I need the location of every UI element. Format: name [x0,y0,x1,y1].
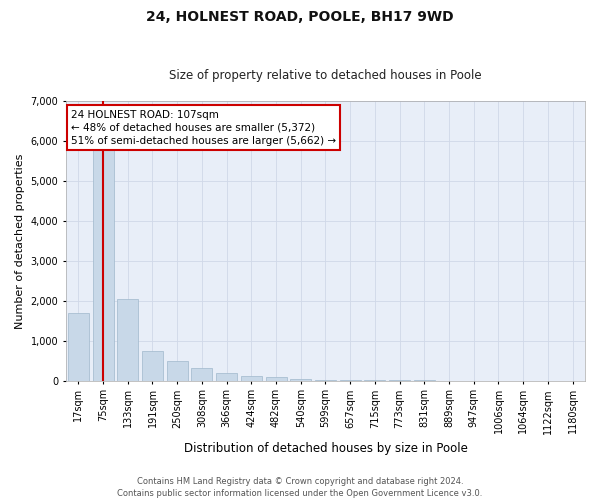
Y-axis label: Number of detached properties: Number of detached properties [15,153,25,328]
Bar [167,362,188,380]
Text: Contains HM Land Registry data © Crown copyright and database right 2024.
Contai: Contains HM Land Registry data © Crown c… [118,476,482,498]
Bar [266,378,287,380]
Title: Size of property relative to detached houses in Poole: Size of property relative to detached ho… [169,69,482,82]
Bar [216,372,237,380]
Bar [241,376,262,380]
Bar [191,368,212,380]
Text: 24 HOLNEST ROAD: 107sqm
← 48% of detached houses are smaller (5,372)
51% of semi: 24 HOLNEST ROAD: 107sqm ← 48% of detache… [71,110,336,146]
Bar [68,312,89,380]
Bar [92,145,113,380]
Bar [290,378,311,380]
Bar [117,298,138,380]
Text: 24, HOLNEST ROAD, POOLE, BH17 9WD: 24, HOLNEST ROAD, POOLE, BH17 9WD [146,10,454,24]
X-axis label: Distribution of detached houses by size in Poole: Distribution of detached houses by size … [184,442,467,455]
Bar [142,350,163,380]
